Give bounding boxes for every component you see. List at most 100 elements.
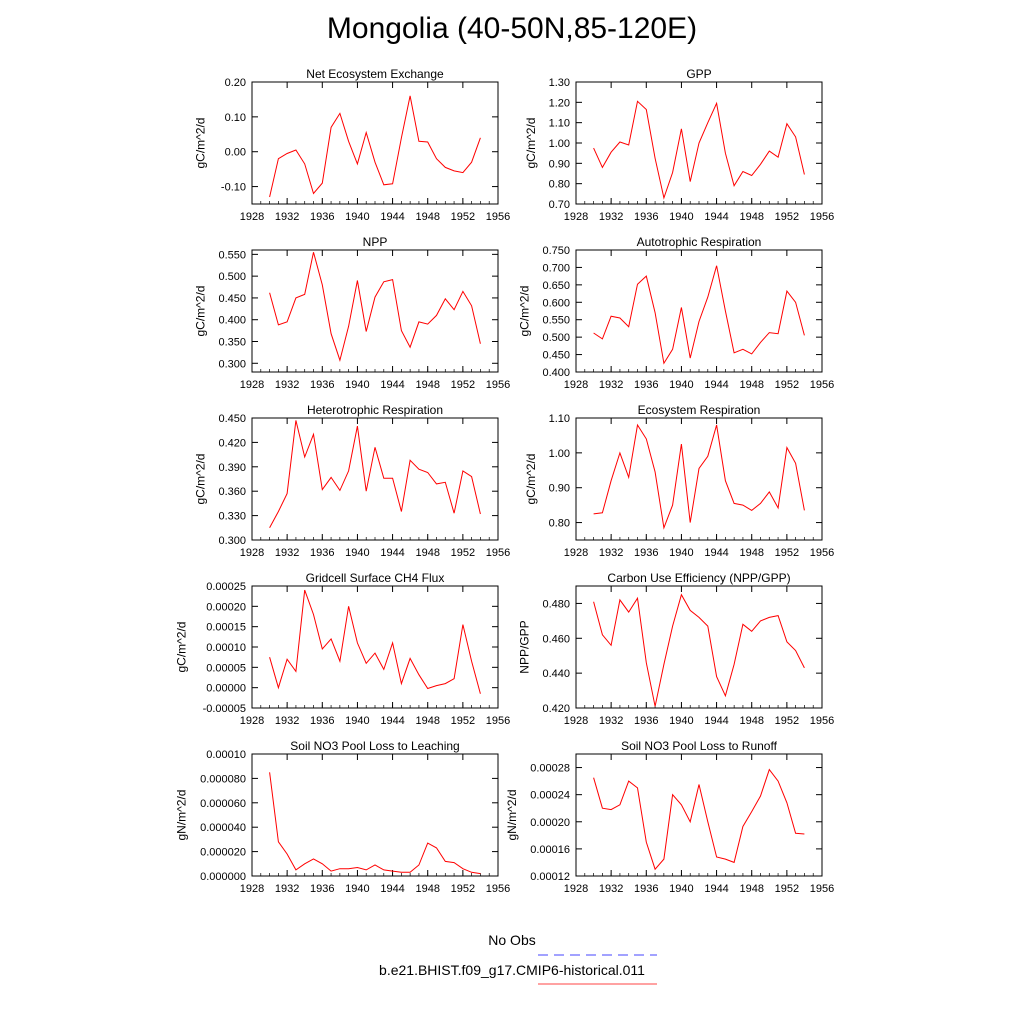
panel-0-xtick-label: 1956 <box>486 211 510 223</box>
panel-4-xtick-label: 1940 <box>345 547 369 559</box>
panel-7-xtick-label: 1932 <box>599 715 623 727</box>
panel-7-ytick-label: 0.440 <box>542 668 570 680</box>
panel-3-ytick-label: 0.400 <box>542 367 570 379</box>
panel-4-ytick-label: 0.420 <box>218 437 246 449</box>
panel-3-title: Autotrophic Respiration <box>637 235 762 249</box>
panel-1-xtick-label: 1952 <box>775 211 799 223</box>
panel-1-xtick-label: 1936 <box>634 211 658 223</box>
panel-7-frame <box>575 585 823 709</box>
panel-0-title: Net Ecosystem Exchange <box>306 67 444 81</box>
panel-4-ytick-label: 0.330 <box>218 511 246 523</box>
panel-2-xtick-label: 1932 <box>275 379 299 391</box>
panel-9-xtick-label: 1944 <box>704 883 728 895</box>
panel-0-ylabel: gC/m^2/d <box>194 118 208 169</box>
panel-4-ytick-label: 0.300 <box>218 535 246 547</box>
panel-3-ytick-label: 0.550 <box>542 315 570 327</box>
panel-4-ytick-label: 0.360 <box>218 486 246 498</box>
panel-2-ytick-label: 0.500 <box>218 271 246 283</box>
panel-1-xtick-label: 1932 <box>599 211 623 223</box>
panel-9-title: Soil NO3 Pool Loss to Runoff <box>621 739 778 753</box>
panel-9-ytick-label: 0.00016 <box>530 844 570 856</box>
panel-8-ytick-label: 0.000000 <box>200 871 246 883</box>
panel-0-xtick-label: 1944 <box>380 211 404 223</box>
panel-8-xtick-label: 1940 <box>345 883 369 895</box>
panel-7-title: Carbon Use Efficiency (NPP/GPP) <box>607 571 790 585</box>
panel-7-ytick-label: 0.420 <box>542 703 570 715</box>
panel-5-ytick-label: 0.80 <box>549 518 570 530</box>
panel-6-xtick-label: 1936 <box>310 715 334 727</box>
panel-1-title: GPP <box>686 67 711 81</box>
panel-4-ylabel: gC/m^2/d <box>194 454 208 505</box>
panel-5-ytick-label: 0.90 <box>549 483 570 495</box>
panel-2-series-line <box>269 252 481 362</box>
panel-1-ytick-label: 1.10 <box>549 118 570 130</box>
panel-3-ytick-label: 0.750 <box>542 245 570 257</box>
panel-2-ytick-label: 0.550 <box>218 249 246 261</box>
panel-3-ytick-label: 0.650 <box>542 280 570 292</box>
panel-1-xtick-label: 1956 <box>810 211 834 223</box>
panel-9-xtick-label: 1928 <box>564 883 588 895</box>
panel-5-xtick-label: 1952 <box>775 547 799 559</box>
panel-1-ylabel: gC/m^2/d <box>524 118 538 169</box>
panel-7-ylabel: NPP/GPP <box>518 620 532 673</box>
panel-9-ytick-label: 0.00024 <box>530 790 570 802</box>
panel-3-series-line <box>593 265 805 365</box>
panel-0-xtick-label: 1940 <box>345 211 369 223</box>
panel-6-ytick-label: 0.00010 <box>206 642 246 654</box>
panel-8-title: Soil NO3 Pool Loss to Leaching <box>290 739 459 753</box>
panel-0-xtick-label: 1928 <box>240 211 264 223</box>
panel-4-xtick-label: 1932 <box>275 547 299 559</box>
panel-6-series-line <box>269 589 481 694</box>
panel-5-title: Ecosystem Respiration <box>638 403 761 417</box>
panel-8-xtick-label: 1936 <box>310 883 334 895</box>
panel-9-ytick-label: 0.00028 <box>530 763 570 775</box>
panel-9-ytick-label: 0.00020 <box>530 817 570 829</box>
panel-5-ytick-label: 1.10 <box>549 413 570 425</box>
panel-6-ytick-label: 0.00020 <box>206 601 246 613</box>
panel-2-frame <box>251 249 499 373</box>
panel-9-xtick-label: 1948 <box>739 883 763 895</box>
panel-7-ytick-label: 0.460 <box>542 633 570 645</box>
panel-5-xtick-label: 1936 <box>634 547 658 559</box>
panel-9-ytick-label: 0.00012 <box>530 871 570 883</box>
panel-5-xtick-label: 1940 <box>669 547 693 559</box>
figure-title: Mongolia (40-50N,85-120E) <box>326 12 698 45</box>
panel-0-ytick-label: 0.20 <box>225 77 246 89</box>
panel-3-xtick-label: 1956 <box>810 379 834 391</box>
panel-9-xtick-label: 1952 <box>775 883 799 895</box>
panel-7-xtick-label: 1936 <box>634 715 658 727</box>
panel-7-xtick-label: 1940 <box>669 715 693 727</box>
panel-5-xtick-label: 1928 <box>564 547 588 559</box>
panel-3-xtick-label: 1932 <box>599 379 623 391</box>
panel-4-series-line <box>269 420 481 529</box>
panel-3-xtick-label: 1940 <box>669 379 693 391</box>
panel-9-xtick-label: 1932 <box>599 883 623 895</box>
panel-4-ytick-label: 0.450 <box>218 413 246 425</box>
panel-7-xtick-label: 1952 <box>775 715 799 727</box>
panel-7-xtick-label: 1928 <box>564 715 588 727</box>
panel-6-ytick-label: -0.00005 <box>203 703 246 715</box>
panel-3-xtick-label: 1928 <box>564 379 588 391</box>
panel-3-ylabel: gC/m^2/d <box>518 286 532 337</box>
panel-1-xtick-label: 1928 <box>564 211 588 223</box>
panel-5-xtick-label: 1948 <box>739 547 763 559</box>
panel-8-ytick-label: 0.000080 <box>200 773 246 785</box>
panel-1-ytick-label: 1.00 <box>549 138 570 150</box>
panel-3-frame <box>575 249 823 373</box>
panel-6-xtick-label: 1940 <box>345 715 369 727</box>
panel-9-frame <box>575 753 823 877</box>
panel-4-xtick-label: 1956 <box>486 547 510 559</box>
panel-2-xtick-label: 1928 <box>240 379 264 391</box>
panel-3-ytick-label: 0.600 <box>542 297 570 309</box>
panel-4-title: Heterotrophic Respiration <box>307 403 443 417</box>
panel-4-xtick-label: 1936 <box>310 547 334 559</box>
panel-0-ytick-label: 0.10 <box>225 112 246 124</box>
panel-3-xtick-label: 1952 <box>775 379 799 391</box>
panel-9-xtick-label: 1956 <box>810 883 834 895</box>
panel-7-xtick-label: 1956 <box>810 715 834 727</box>
panel-8-xtick-label: 1948 <box>415 883 439 895</box>
legend-label-model: b.e21.BHIST.f09_g17.CMIP6-historical.011 <box>379 962 645 978</box>
panel-8-xtick-label: 1928 <box>240 883 264 895</box>
panel-3-xtick-label: 1944 <box>704 379 728 391</box>
